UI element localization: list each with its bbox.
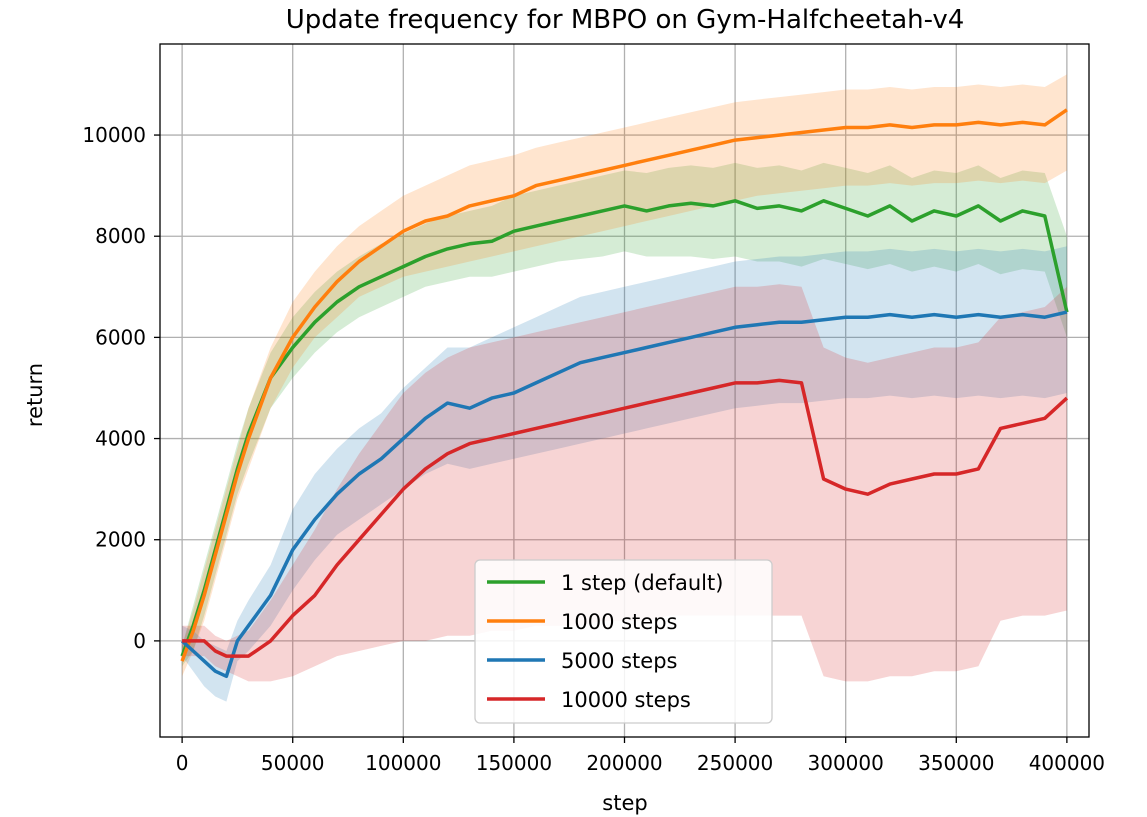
y-tick-label: 2000 [95, 528, 146, 552]
uncertainty-bands [182, 74, 1067, 702]
legend-box [474, 559, 773, 724]
chart-title: Update frequency for MBPO on Gym-Halfche… [286, 5, 965, 35]
line-series-4 [182, 378, 1069, 658]
x-axis-label: step [602, 791, 647, 815]
band-series-2 [182, 74, 1067, 677]
band-series-3 [182, 246, 1067, 702]
y-tick-label: 8000 [95, 224, 146, 248]
y-axis-ticks: 0 2000 4000 6000 8000 10000 [82, 123, 160, 653]
x-axis-ticks: 0 50000 100000 150000 200000 250000 300000 3500… [176, 737, 1105, 775]
legend-label-2: 1000 steps [561, 610, 677, 634]
y-tick-label: 6000 [95, 325, 146, 349]
y-axis-label: return [23, 363, 47, 427]
y-tick-label: 4000 [95, 427, 146, 451]
legend-label-4: 10000 steps [561, 688, 691, 712]
x-tick-label: 50000 [261, 751, 325, 775]
x-tick-label: 350000 [918, 751, 994, 775]
legend: 1 step (default) 1000 steps 5000 steps 1000… [474, 559, 773, 724]
x-tick-label: 0 [176, 751, 189, 775]
legend-label-3: 5000 steps [561, 649, 677, 673]
x-tick-label: 300000 [808, 751, 884, 775]
y-tick-label: 10000 [82, 123, 146, 147]
band-series-1 [182, 162, 1067, 667]
x-tick-label: 150000 [476, 751, 552, 775]
band-series-4 [182, 284, 1067, 682]
line-series-2 [180, 108, 1068, 662]
x-tick-label: 200000 [586, 751, 662, 775]
x-tick-label: 250000 [697, 751, 773, 775]
legend-label-1: 1 step (default) [561, 571, 723, 595]
line-series-3 [180, 310, 1068, 679]
x-tick-label: 400000 [1029, 751, 1105, 775]
series-lines [180, 108, 1069, 679]
x-tick-label: 100000 [365, 751, 441, 775]
y-tick-label: 0 [133, 629, 146, 653]
